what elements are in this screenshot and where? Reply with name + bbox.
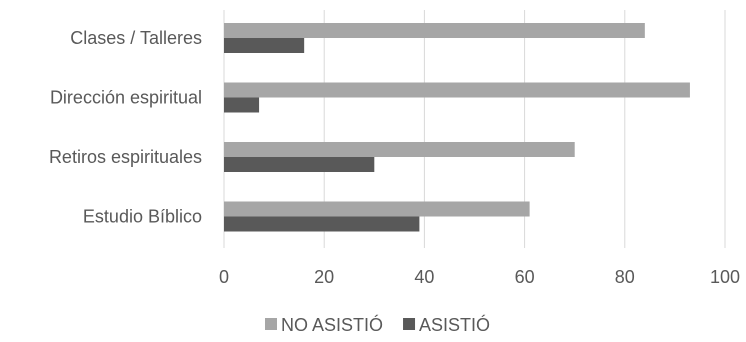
category-label-2: Retiros espirituales [49, 147, 202, 167]
x-tick-label-60: 60 [515, 267, 535, 287]
x-tick-label-20: 20 [314, 267, 334, 287]
bar-no-asistio-1 [224, 82, 690, 98]
x-tick-label-0: 0 [219, 267, 229, 287]
legend-label-asistio: ASISTIÓ [419, 314, 490, 335]
bar-no-asistio-3 [224, 201, 530, 217]
legend-swatch-no-asistio [265, 318, 277, 330]
bar-asistio-2 [224, 157, 375, 172]
legend-swatch-asistio [403, 318, 416, 330]
bar-asistio-1 [224, 97, 260, 113]
category-label-0: Clases / Talleres [70, 28, 202, 48]
bar-no-asistio-2 [224, 142, 575, 157]
bar-no-asistio-0 [224, 23, 645, 38]
category-labels: Clases / Talleres Dirección espiritual Ret… [49, 28, 202, 227]
bar-asistio-0 [224, 38, 305, 53]
x-tick-labels: 0 20 40 60 80 100 [219, 267, 740, 287]
bars [224, 23, 690, 232]
x-tick-label-40: 40 [414, 267, 434, 287]
category-label-1: Dirección espiritual [50, 88, 202, 108]
category-label-3: Estudio Bíblico [83, 207, 202, 227]
x-tick-label-100: 100 [710, 267, 740, 287]
x-tick-label-80: 80 [615, 267, 635, 287]
legend: NO ASISTIÓ ASISTIÓ [265, 314, 490, 335]
bar-asistio-3 [224, 216, 420, 232]
legend-label-no-asistio: NO ASISTIÓ [281, 314, 383, 335]
